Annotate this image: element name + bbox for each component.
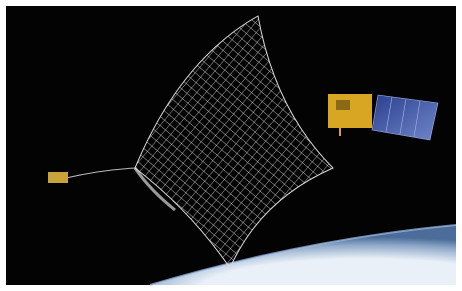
- chaser-satellite: [48, 172, 68, 183]
- space-net-image: [0, 0, 462, 291]
- satellite-detail: [336, 100, 350, 110]
- page: [0, 0, 462, 291]
- satellite-body: [328, 94, 372, 128]
